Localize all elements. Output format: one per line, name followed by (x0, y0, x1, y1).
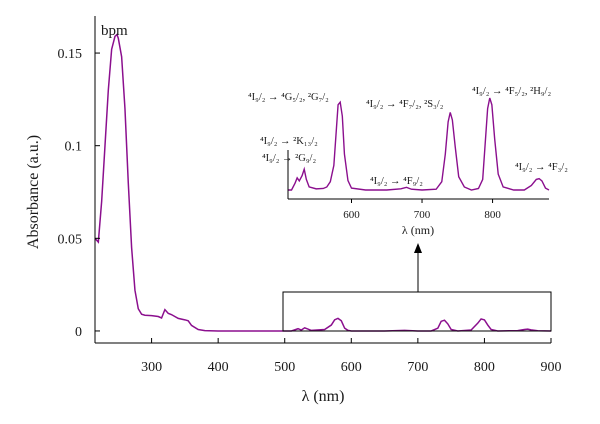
inset-chart: 600 700 800 λ (nm) ⁴I₉/₂ → ⁴G₅/₂, ²G₇/₂ ⁴I… (248, 86, 568, 237)
annotation-g5-g7: ⁴I₉/₂ → ⁴G₅/₂, ²G₇/₂ (248, 92, 329, 103)
zoom-arrow-head (414, 243, 422, 253)
inset-x-ticks: 600 700 800 (343, 199, 501, 221)
annotation-g9: ⁴I₉/₂ → ²G₉/₂ (262, 153, 316, 164)
main-x-axis-title: λ (nm) (302, 388, 345, 405)
inset-absorbance-curve (288, 97, 550, 191)
annotation-f7-s3: ⁴I₉/₂ → ⁴F₇/₂, ²S₃/₂ (366, 99, 444, 110)
annotation-f9: ⁴I₉/₂ → ⁴F₉/₂ (370, 176, 423, 187)
main-x-tick-label: 400 (208, 360, 229, 375)
main-y-axis-title: Absorbance (a.u.) (25, 135, 42, 249)
inset-x-axis-title: λ (nm) (402, 223, 434, 237)
main-x-tick-label: 900 (541, 360, 562, 375)
annotation-f5-h9: ⁴I₉/₂ → ⁴F₅/₂, ²H₉/₂ (472, 86, 551, 97)
main-x-ticks: 300 400 500 600 700 800 900 (141, 338, 562, 375)
main-y-tick-label: 0.1 (65, 140, 83, 155)
inset-x-tick-label: 800 (484, 209, 501, 221)
main-x-tick-label: 300 (141, 360, 162, 375)
main-y-tick-label: 0.15 (58, 47, 83, 62)
main-chart: 300 400 500 600 700 800 900 0 0.05 0.1 0.15 bpm λ… (25, 16, 562, 405)
main-x-tick-label: 700 (407, 360, 428, 375)
zoom-region-box (282, 291, 552, 332)
main-x-tick-label: 500 (274, 360, 295, 375)
main-x-tick-label: 600 (341, 360, 362, 375)
main-absorbance-curve (94, 33, 552, 332)
main-y-tick-label: 0 (75, 325, 82, 340)
main-y-ticks: 0 0.05 0.1 0.15 (58, 47, 100, 340)
main-x-tick-label: 800 (474, 360, 495, 375)
series-label-bpm: bpm (101, 23, 128, 39)
main-y-tick-label: 0.05 (58, 232, 83, 247)
annotation-k13: ⁴I₉/₂ → ²K₁₃/₂ (260, 136, 318, 147)
annotation-f3: ⁴I₉/₂ → ⁴F₃/₂ (515, 162, 568, 173)
inset-x-tick-label: 700 (414, 209, 431, 221)
inset-x-tick-label: 600 (343, 209, 360, 221)
